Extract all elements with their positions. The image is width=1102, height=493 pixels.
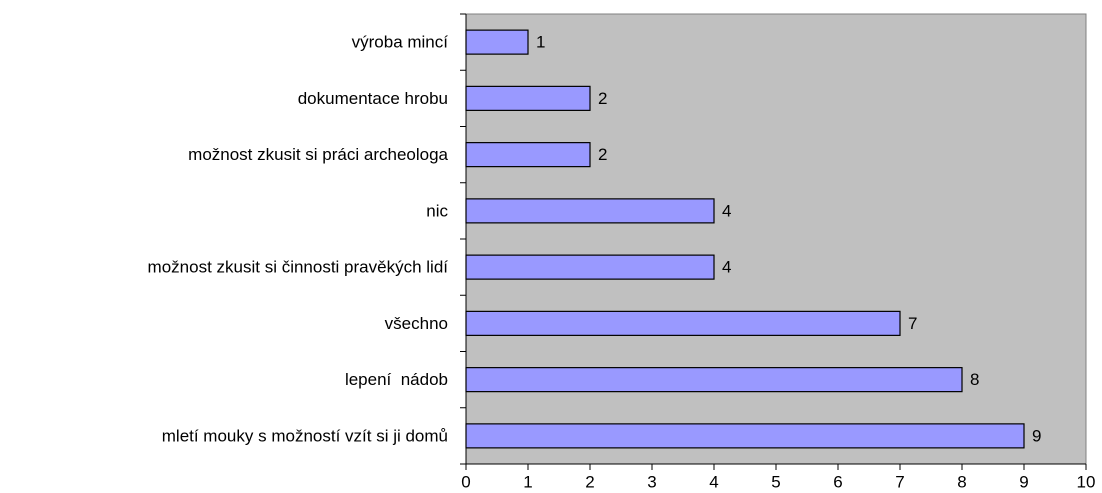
bar [465,423,1025,449]
bar [465,29,529,55]
y-tick-label: dokumentace hrobu [298,89,448,108]
data-label: 1 [536,33,545,52]
x-tick-label: 9 [1019,472,1028,491]
y-tick-label: výroba mincí [352,33,449,52]
y-tick-label: nic [426,201,448,220]
x-tick-label: 3 [647,472,656,491]
plot-area [465,13,1087,465]
bar [465,142,591,168]
data-label: 4 [722,201,731,220]
data-label: 2 [598,89,607,108]
data-label: 7 [908,314,917,333]
x-tick-label: 4 [709,472,718,491]
bar [465,367,963,393]
y-tick-label: všechno [385,314,448,333]
y-tick-label: možnost zkusit si činnosti pravěkých lid… [148,258,449,277]
x-tick-label: 5 [771,472,780,491]
x-tick-label: 1 [523,472,532,491]
y-tick-label: možnost zkusit si práci archeologa [188,145,448,164]
bar [465,198,715,224]
x-tick-label: 10 [1077,472,1096,491]
bar [465,310,901,336]
x-tick-label: 0 [461,472,470,491]
y-tick-label: lepení nádob [345,370,448,389]
y-tick-label: mletí mouky s možností vzít si ji domů [162,426,448,445]
x-tick-label: 8 [957,472,966,491]
data-label: 9 [1032,426,1041,445]
x-tick-label: 6 [833,472,842,491]
bar [465,254,715,280]
data-label: 8 [970,370,979,389]
bar [465,85,591,111]
data-label: 4 [722,258,731,277]
x-tick-label: 7 [895,472,904,491]
x-tick-label: 2 [585,472,594,491]
data-label: 2 [598,145,607,164]
